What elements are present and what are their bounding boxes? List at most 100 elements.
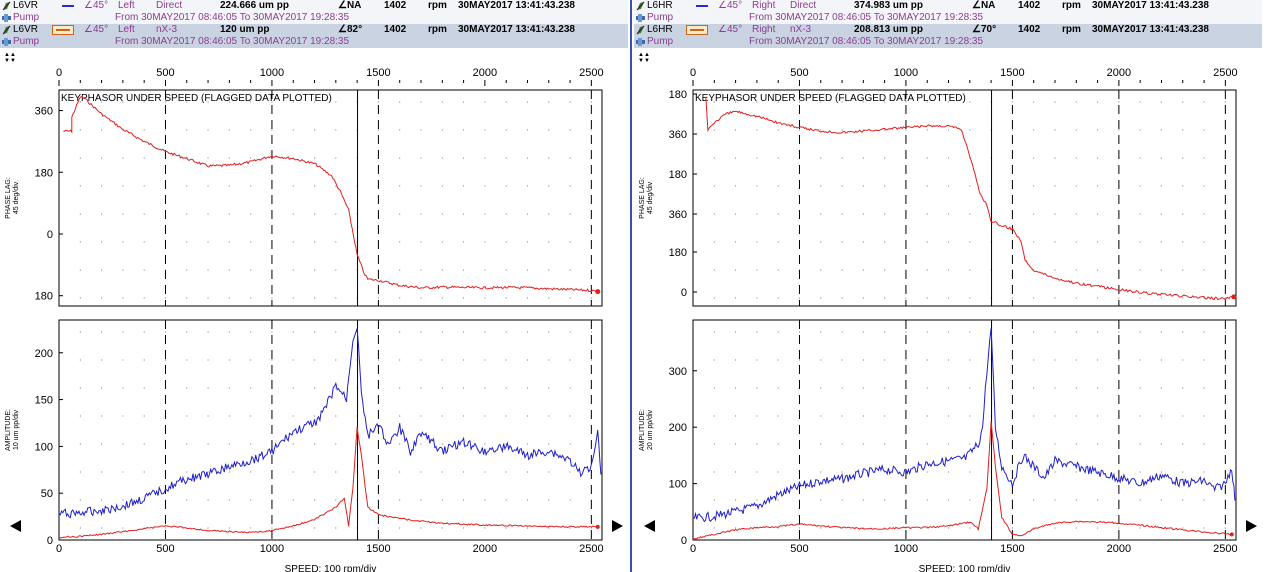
grid-dot [313, 241, 316, 243]
grid-dot [79, 527, 81, 529]
grid-dot [1224, 331, 1226, 333]
grid-dot [926, 213, 928, 215]
grid-dot [926, 331, 928, 333]
amplitude-end-marker [595, 524, 600, 529]
amplitude-plot-frame [58, 319, 603, 541]
header-direct-row[interactable]: L6VR ∠45° Left Direct 224.666 um pp ∠NA … [0, 0, 628, 12]
grid-dot [548, 415, 550, 417]
grid-dot [884, 185, 886, 187]
grid-dot [1203, 157, 1205, 159]
grid-dot [79, 101, 81, 103]
grid-dot [377, 101, 380, 103]
transducer-icon [2, 1, 11, 11]
scroll-up-arrows[interactable]: ▲▲ ▼▼ [638, 52, 650, 64]
grid-dot [335, 101, 337, 103]
right-plot-panel: L6HR ∠45° Right Direct 374.983 um pp ∠NA… [634, 0, 1262, 572]
grid-dot [143, 157, 145, 159]
grid-dot [377, 527, 380, 529]
probe-angle: ∠45° [84, 0, 109, 11]
header-range-row-2: Pump From 30MAY2017 08:46:05 To 30MAY201… [0, 36, 628, 48]
next-sample-arrow[interactable] [1246, 520, 1257, 532]
grid-dot [884, 331, 886, 333]
grid-dot [399, 527, 401, 529]
grid-dot [292, 471, 294, 473]
grid-dot [905, 359, 907, 361]
grid-dot [1075, 269, 1077, 271]
grid-dot [947, 129, 950, 131]
time-range: From 30MAY2017 08:46:05 To 30MAY2017 19:… [115, 12, 350, 23]
grid-dot [569, 297, 571, 299]
grid-dot [420, 297, 422, 299]
grid-dot [484, 443, 486, 445]
grid-dot [313, 527, 316, 529]
machine-name: Pump [647, 36, 674, 47]
grid-dot [250, 387, 252, 389]
grid-dot [734, 101, 737, 103]
filter-mode: nX-3 [790, 24, 812, 35]
grid-dot [841, 359, 843, 361]
header-direct-row[interactable]: L6HR ∠45° Right Direct 374.983 um pp ∠NA… [634, 0, 1262, 12]
grid-dot [777, 359, 779, 361]
grid-dot [926, 387, 928, 389]
grid-dot [462, 415, 465, 417]
grid-dot [884, 499, 886, 501]
grid-dot [1075, 443, 1077, 445]
transducer-icon [636, 25, 645, 35]
grid-dot [884, 443, 886, 445]
grid-dot [335, 527, 337, 529]
grid-dot [484, 527, 486, 529]
grid-dot [250, 415, 252, 417]
grid-dot [186, 387, 188, 389]
grid-dot [569, 213, 571, 215]
grid-dot [122, 101, 124, 103]
grid-dot [462, 241, 465, 243]
grid-dot [734, 297, 737, 299]
grid-dot [1139, 129, 1141, 131]
grid-dot [399, 297, 401, 299]
grid-dot [1033, 359, 1035, 361]
header-filtered-row[interactable]: L6VR ∠45° Left nX-3 120 um pp ∠82° 1402 … [0, 24, 628, 36]
amplitude-y-tick-label: 0 [681, 535, 687, 547]
scroll-up-arrows[interactable]: ▲▲ ▼▼ [4, 52, 16, 64]
grid-dot [228, 415, 230, 417]
grid-dot [734, 129, 737, 131]
grid-dot [462, 157, 465, 159]
grid-dot [207, 297, 209, 299]
grid-dot [250, 185, 252, 187]
phase-plot-frame [692, 89, 1237, 307]
grid-dot [79, 213, 81, 215]
grid-dot [526, 415, 529, 417]
panel-divider[interactable] [630, 0, 632, 572]
grid-dot [207, 415, 209, 417]
amplitude-end-marker [1229, 532, 1234, 537]
grid-dot [1033, 185, 1035, 187]
phase-y-tick-label: 360 [669, 129, 687, 141]
grid-dot [734, 527, 737, 529]
grid-dot [271, 101, 273, 103]
grid-dot [186, 269, 188, 271]
grid-dot [548, 359, 550, 361]
previous-sample-arrow[interactable] [644, 520, 655, 532]
grid-dot [756, 387, 758, 389]
grid-dot [484, 387, 486, 389]
grid-dot [713, 241, 715, 243]
grid-dot [399, 129, 401, 131]
grid-dot [1160, 415, 1163, 417]
grid-dot [420, 471, 422, 473]
amplitude-y-tick-label: 150 [35, 395, 53, 407]
grid-dot [79, 415, 81, 417]
previous-sample-arrow[interactable] [10, 520, 21, 532]
grid-dot [862, 185, 864, 187]
grid-dot [1182, 359, 1184, 361]
grid-dot [1182, 499, 1184, 501]
grid-dot [100, 387, 103, 389]
header-filtered-row[interactable]: L6HR ∠45° Right nX-3 208.813 um pp ∠70° … [634, 24, 1262, 36]
grid-dot [969, 101, 971, 103]
grid-dot [862, 387, 864, 389]
grid-dot [313, 443, 316, 445]
grid-dot [1033, 157, 1035, 159]
x-tick-label-top: 500 [790, 67, 808, 79]
next-sample-arrow[interactable] [612, 520, 623, 532]
grid-dot [1139, 443, 1141, 445]
grid-dot [526, 471, 529, 473]
